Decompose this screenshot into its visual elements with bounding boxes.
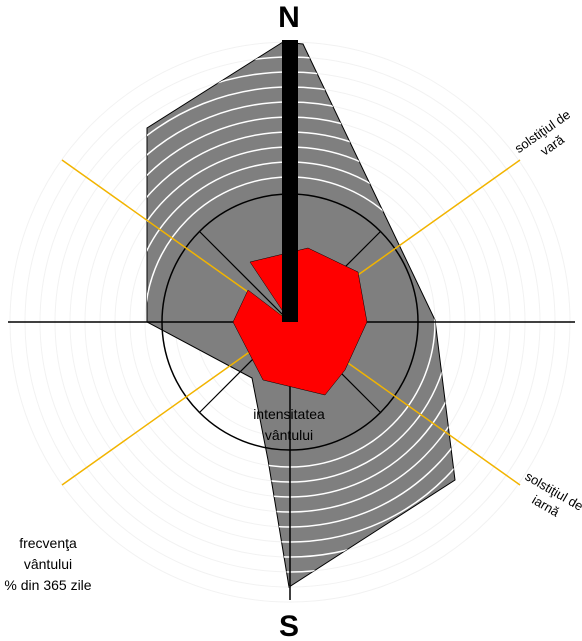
- north-label: N: [278, 1, 300, 34]
- south-label: S: [279, 610, 299, 641]
- north-bar: [282, 40, 298, 322]
- winter-solstice-label: solstiţiul de iarnă: [523, 469, 582, 520]
- summer-solstice-label: solstiţiul de vară: [512, 107, 573, 159]
- intensity-label-line1: intensitatea: [253, 406, 325, 422]
- intensity-label-line2: vântului: [265, 427, 313, 443]
- frequency-label-line2: vântului: [24, 556, 72, 572]
- frequency-label-line1: frecvenţa: [19, 535, 77, 551]
- frequency-label-line3: % din 365 zile: [4, 577, 91, 593]
